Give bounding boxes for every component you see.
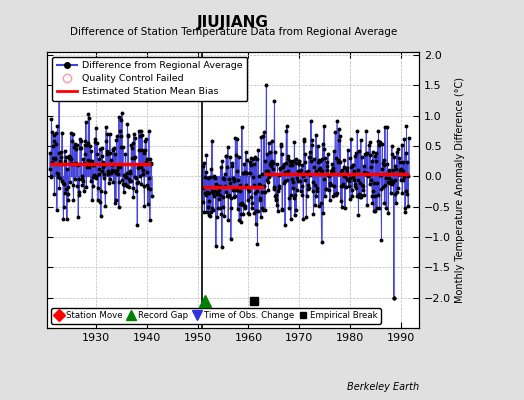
Text: Difference of Station Temperature Data from Regional Average: Difference of Station Temperature Data f…	[70, 27, 397, 37]
Y-axis label: Monthly Temperature Anomaly Difference (°C): Monthly Temperature Anomaly Difference (…	[455, 77, 465, 303]
Text: JIUJIANG: JIUJIANG	[197, 14, 269, 30]
Legend: Station Move, Record Gap, Time of Obs. Change, Empirical Break: Station Move, Record Gap, Time of Obs. C…	[51, 308, 380, 324]
Text: Berkeley Earth: Berkeley Earth	[347, 382, 419, 392]
